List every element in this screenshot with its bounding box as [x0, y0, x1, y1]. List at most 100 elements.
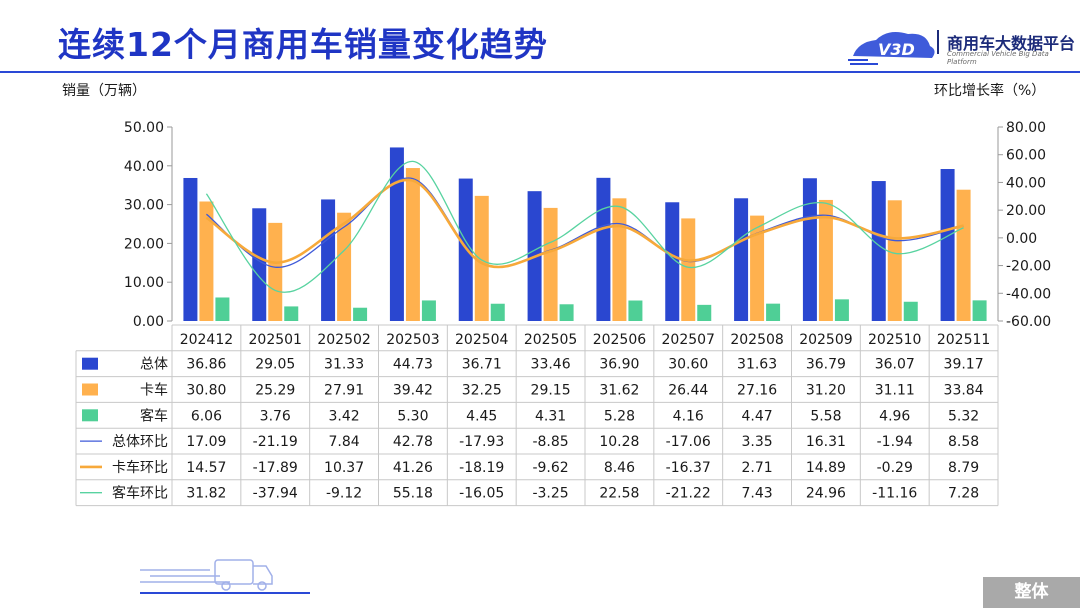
- table-row-label: 总体: [140, 357, 168, 373]
- bar-客车-202506: [628, 300, 643, 321]
- bar-卡车-202503: [405, 168, 420, 321]
- line-客车环比: [205, 160, 964, 293]
- table-cell: 7.43: [741, 486, 772, 502]
- table-cell: 36.79: [806, 357, 846, 373]
- x-tick-label: 202501: [249, 332, 302, 348]
- x-tick-label: 202507: [662, 332, 715, 348]
- bar-卡车-202511: [956, 189, 971, 321]
- table-cell: 6.06: [191, 408, 222, 424]
- logo-en-text: Commercial Vehicle Big Data Platform: [947, 50, 1049, 66]
- right-tick-label: 40.00: [1006, 175, 1046, 191]
- table-cell: 5.30: [397, 408, 428, 424]
- bar-总体-202503: [389, 147, 404, 321]
- table-row-label: 卡车: [140, 382, 168, 399]
- title-divider: [0, 71, 1080, 73]
- left-tick-label: 40.00: [124, 159, 164, 175]
- left-tick-label: 20.00: [124, 236, 164, 252]
- bar-卡车-202509: [818, 199, 833, 321]
- table-cell: -8.85: [532, 434, 568, 450]
- table-cell: -1.94: [877, 434, 913, 450]
- table-cell: 16.31: [806, 434, 846, 450]
- bar-客车-202511: [972, 300, 987, 321]
- tab-overall[interactable]: 整体: [983, 577, 1080, 608]
- x-tick-label: 202503: [386, 332, 439, 348]
- table-cell: 8.58: [948, 434, 979, 450]
- bar-客车-202508: [766, 303, 781, 321]
- table-cell: -11.16: [872, 486, 917, 502]
- table-cell: 39.42: [393, 383, 433, 399]
- bar-卡车-202412: [199, 201, 214, 321]
- bar-总体-202509: [802, 178, 817, 321]
- table-cell: 29.15: [531, 383, 571, 399]
- table-cell: 39.17: [944, 357, 984, 373]
- table-cell: -17.93: [459, 434, 504, 450]
- table-cell: 27.91: [324, 383, 364, 399]
- table-cell: 26.44: [668, 383, 708, 399]
- bar-客车-202501: [284, 306, 299, 321]
- bar-卡车-202508: [750, 215, 765, 321]
- right-tick-label: 20.00: [1006, 203, 1046, 219]
- x-tick-label: 202508: [730, 332, 783, 348]
- table-row-label: 卡车环比: [112, 459, 168, 476]
- table-cell: 4.16: [673, 408, 704, 424]
- table-cell: 7.28: [948, 486, 979, 502]
- x-tick-label: 202509: [799, 332, 852, 348]
- table-cell: -9.12: [326, 486, 362, 502]
- table-cell: 5.32: [948, 408, 979, 424]
- table-cell: 10.37: [324, 460, 364, 476]
- table-cell: 22.58: [599, 486, 639, 502]
- table-cell: 55.18: [393, 486, 433, 502]
- table-cell: 3.35: [741, 434, 772, 450]
- table-cell: 4.31: [535, 408, 566, 424]
- bar-总体-202506: [596, 177, 611, 321]
- table-cell: 4.45: [466, 408, 497, 424]
- table-row-label: 客车环比: [112, 485, 168, 502]
- x-tick-label: 202412: [180, 332, 233, 348]
- x-tick-label: 202505: [524, 332, 577, 348]
- right-axis-label: 环比增长率（%）: [934, 83, 1046, 99]
- table-cell: 31.11: [875, 383, 915, 399]
- table-cell: 36.71: [462, 357, 502, 373]
- table-cell: 44.73: [393, 357, 433, 373]
- table-row-label: 客车: [140, 407, 168, 424]
- right-tick-label: -40.00: [1006, 286, 1051, 302]
- bar-卡车-202505: [543, 207, 558, 321]
- bar-客车-202502: [353, 307, 368, 321]
- table-cell: -16.05: [459, 486, 504, 502]
- left-tick-label: 30.00: [124, 198, 164, 214]
- table-cell: 5.28: [604, 408, 635, 424]
- x-tick-label: 202506: [593, 332, 647, 348]
- bar-总体-202510: [871, 181, 886, 321]
- table-cell: -21.19: [253, 434, 298, 450]
- table-cell: 3.76: [260, 408, 291, 424]
- bar-客车-202507: [697, 304, 712, 321]
- bar-卡车-202504: [474, 195, 489, 321]
- table-cell: -3.25: [532, 486, 568, 502]
- truck-decoration-icon: [140, 559, 310, 594]
- table-cell: 36.90: [599, 357, 639, 373]
- table-cell: 31.33: [324, 357, 364, 373]
- table-cell: 30.80: [186, 383, 226, 399]
- table-cell: 25.29: [255, 383, 295, 399]
- x-tick-label: 202502: [317, 332, 370, 348]
- table-cell: -9.62: [532, 460, 568, 476]
- table-cell: 31.20: [806, 383, 846, 399]
- v3d-logo-icon: V3D: [848, 32, 935, 65]
- table-cell: 4.96: [879, 408, 910, 424]
- bar-总体-202508: [734, 198, 749, 321]
- table-cell: 4.47: [741, 408, 772, 424]
- x-tick-label: 202504: [455, 332, 509, 348]
- logo-cn-text: 商用车大数据平台: [947, 34, 1076, 53]
- table-cell: -21.22: [666, 486, 711, 502]
- right-tick-label: -60.00: [1006, 314, 1051, 330]
- table-cell: 36.07: [875, 357, 915, 373]
- bar-客车-202510: [903, 301, 918, 321]
- table-cell: 31.82: [186, 486, 226, 502]
- right-tick-label: 60.00: [1006, 148, 1046, 164]
- bar-客车-202505: [559, 304, 574, 321]
- bar-客车-202503: [421, 300, 436, 321]
- table-cell: 33.46: [531, 357, 571, 373]
- table-cell: 10.28: [599, 434, 639, 450]
- table-cell: 14.89: [806, 460, 846, 476]
